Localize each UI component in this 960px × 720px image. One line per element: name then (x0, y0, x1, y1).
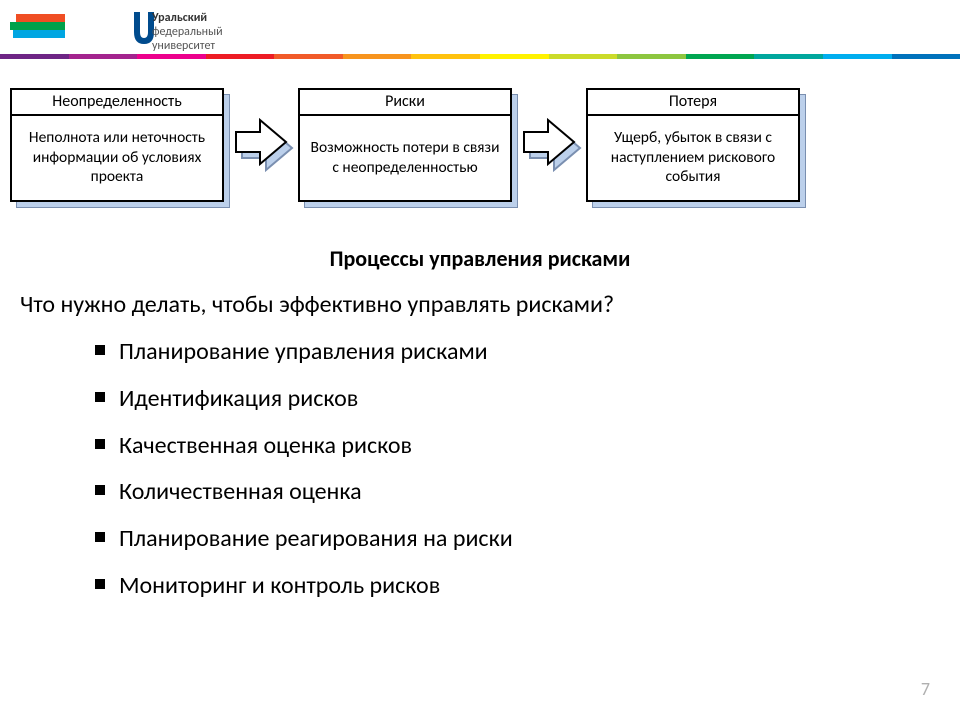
process-item: Идентификация рисков (95, 382, 513, 417)
stripe (10, 22, 65, 30)
stripe (16, 14, 65, 22)
flow-box-body: Ущерб, убыток в связи с наступлением рис… (588, 116, 798, 200)
page-number: 7 (921, 678, 930, 700)
rainbow-segment (617, 54, 686, 59)
rainbow-segment (480, 54, 549, 59)
rainbow-segment (411, 54, 480, 59)
rainbow-segment (137, 54, 206, 59)
flow-box-title: Потеря (588, 90, 798, 116)
logo-stripes (10, 14, 65, 38)
stripe (13, 30, 65, 38)
flow-box-title: Риски (300, 90, 510, 116)
flow-box: Риски Возможность потери в связи с неопр… (298, 88, 518, 208)
slide-header: Уральский федеральный университет (0, 0, 960, 65)
process-item: Количественная оценка (95, 475, 513, 510)
rainbow-bar (0, 54, 960, 59)
arrow-icon (234, 118, 294, 178)
flow-box: Потеря Ущерб, убыток в связи с наступлен… (586, 88, 806, 208)
process-item: Качественная оценка рисков (95, 429, 513, 464)
rainbow-segment (823, 54, 892, 59)
process-item: Мониторинг и контроль рисков (95, 569, 513, 604)
process-list: Планирование управления рисками Идентифик… (95, 335, 513, 616)
logo-line2: федеральный (152, 26, 223, 40)
rainbow-segment (206, 54, 275, 59)
flow-box-body: Возможность потери в связи с неопределен… (300, 116, 510, 200)
rainbow-segment (754, 54, 823, 59)
flow-diagram: Неопределенность Неполнота или неточност… (10, 80, 950, 215)
rainbow-segment (892, 54, 960, 59)
rainbow-segment (549, 54, 618, 59)
arrow-icon (522, 118, 582, 178)
rainbow-segment (0, 54, 69, 59)
university-name: Уральский федеральный университет (152, 12, 223, 53)
logo-line1: Уральский (152, 11, 207, 25)
rainbow-segment (274, 54, 343, 59)
flow-box: Неопределенность Неполнота или неточност… (10, 88, 230, 208)
process-item: Планирование реагирования на риски (95, 522, 513, 557)
logo-line3: университет (152, 40, 223, 54)
rainbow-segment (686, 54, 755, 59)
rainbow-segment (343, 54, 412, 59)
flow-box-title: Неопределенность (12, 90, 222, 116)
flow-box-body: Неполнота или неточность информации об у… (12, 116, 222, 200)
question-text: Что нужно делать, чтобы эффективно управ… (20, 290, 940, 319)
rainbow-segment (69, 54, 138, 59)
section-title: Процессы управления рисками (0, 245, 960, 272)
process-item: Планирование управления рисками (95, 335, 513, 370)
